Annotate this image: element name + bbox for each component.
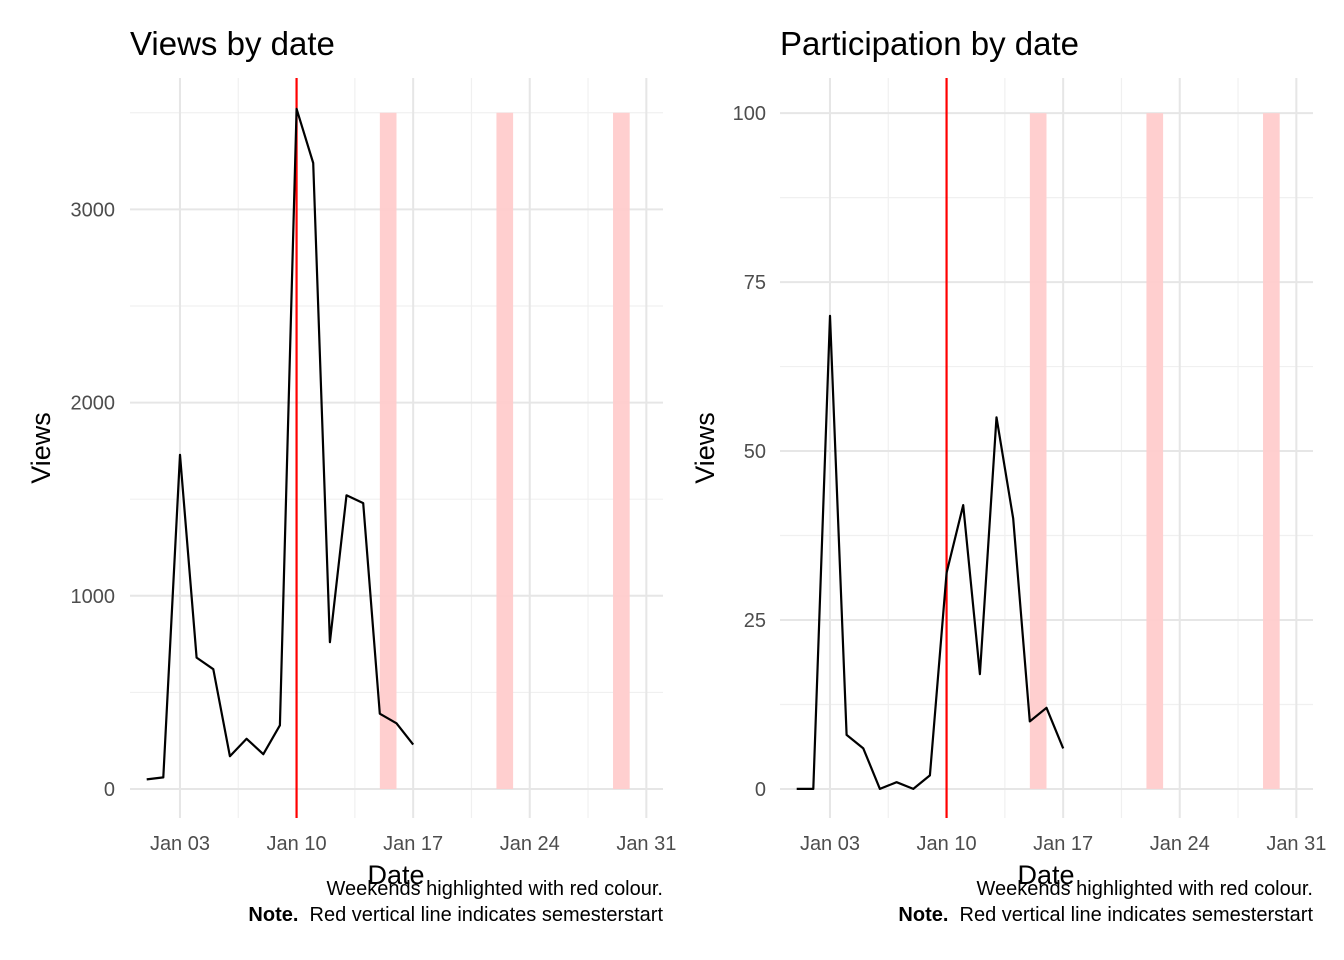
caption-note: Note. Red vertical line indicates semest… (248, 904, 663, 926)
x-tick-label: Jan 31 (616, 833, 676, 855)
y-tick-label: 2000 (71, 393, 116, 415)
caption-note: Note. Red vertical line indicates semest… (898, 904, 1313, 926)
x-tick-label: Jan 24 (500, 833, 560, 855)
y-tick-label: 0 (755, 779, 766, 801)
chart-title: Participation by date (780, 25, 1079, 62)
chart-title: Views by date (130, 25, 335, 62)
x-tick-label: Jan 03 (800, 833, 860, 855)
caption-note-label: Note. (898, 904, 948, 926)
caption-note-label: Note. (248, 904, 298, 926)
y-tick-label: 3000 (71, 199, 116, 221)
x-axis-title: Date (367, 860, 424, 890)
weekend-band (613, 112, 630, 790)
caption-note-text: Red vertical line indicates semesterstar… (298, 904, 663, 926)
weekend-band (496, 112, 514, 790)
y-tick-label: 25 (744, 610, 766, 632)
views-line (796, 314, 1065, 791)
y-tick-label: 75 (744, 272, 766, 294)
weekend-band (379, 112, 397, 790)
x-axis-title: Date (1017, 860, 1074, 890)
x-tick-label: Jan 17 (1033, 833, 1093, 855)
x-tick-label: Jan 10 (267, 833, 327, 855)
caption-weekends: Weekends highlighted with red colour. (976, 878, 1313, 900)
weekend-band (1263, 113, 1280, 789)
x-tick-label: Jan 31 (1266, 833, 1326, 855)
y-axis-title: Views (26, 412, 56, 484)
views-line (146, 107, 415, 781)
views-by-date-chart: Views by date Views Date Weekends highli… (26, 25, 676, 926)
x-tick-label: Jan 17 (383, 833, 443, 855)
y-axis-title: Views (690, 412, 720, 484)
y-tick-label: 100 (733, 103, 766, 125)
x-tick-label: Jan 10 (917, 833, 977, 855)
x-tick-label: Jan 03 (150, 833, 210, 855)
caption-weekends: Weekends highlighted with red colour. (326, 878, 663, 900)
weekend-band (1146, 113, 1164, 789)
y-tick-label: 1000 (71, 586, 116, 608)
x-tick-label: Jan 24 (1150, 833, 1210, 855)
weekend-band (1029, 113, 1047, 789)
y-tick-label: 0 (104, 779, 115, 801)
y-tick-label: 50 (744, 441, 766, 463)
participation-by-date-chart: Participation by date Views Date Weekend… (690, 25, 1326, 926)
caption-note-text: Red vertical line indicates semesterstar… (948, 904, 1313, 926)
